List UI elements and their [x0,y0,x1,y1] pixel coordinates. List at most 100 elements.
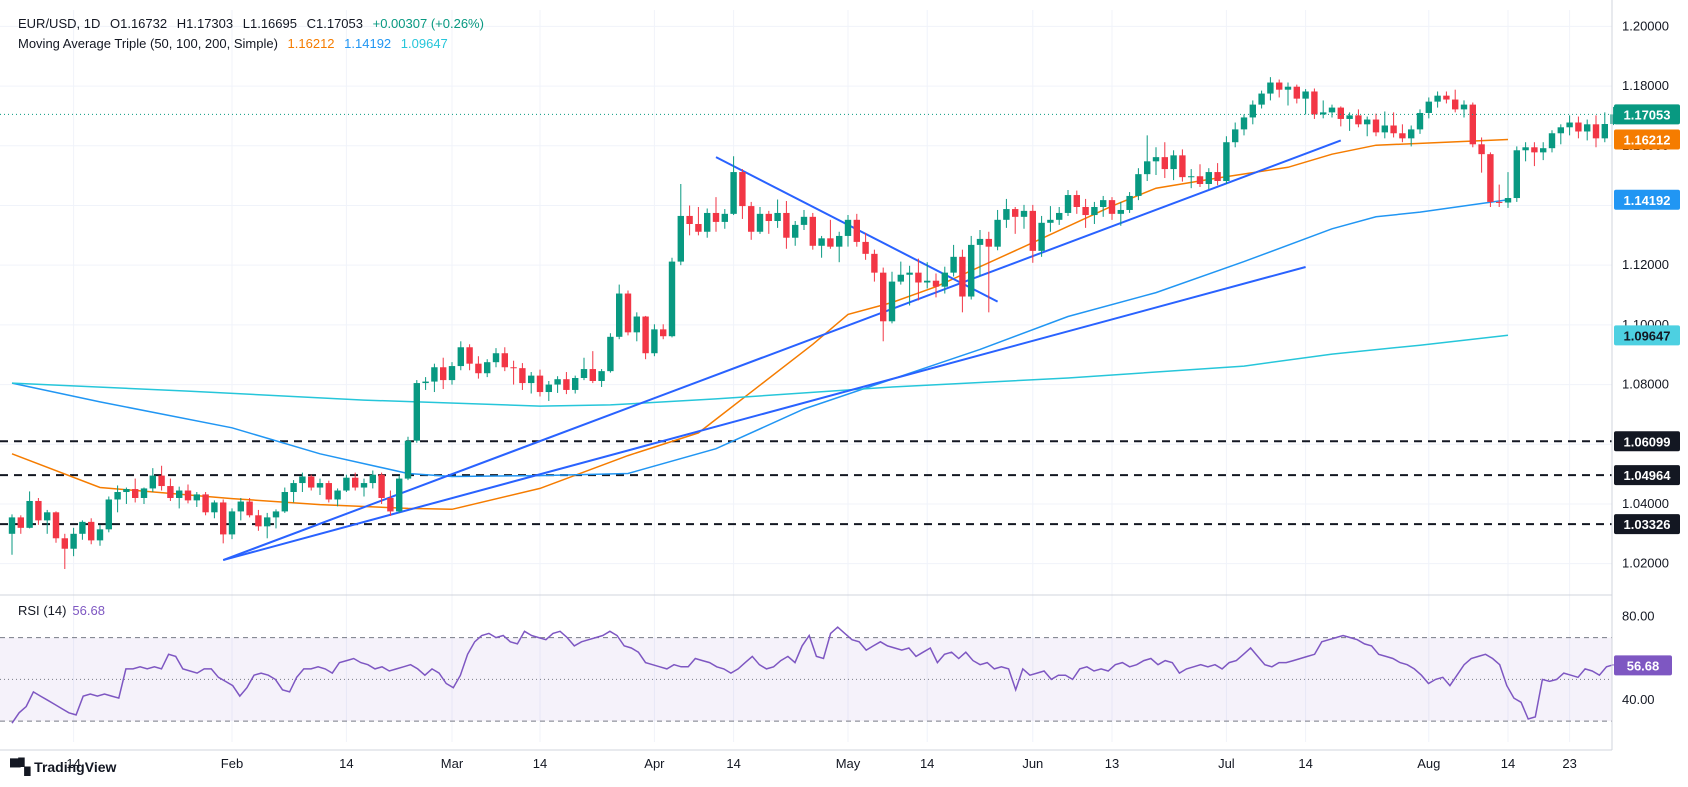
y-tick-label: 1.08000 [1622,377,1669,392]
candle-body [1161,157,1168,170]
price-label-bg [1614,189,1680,210]
candle-body [1452,99,1459,110]
candle-body [616,293,623,337]
candle-body [52,512,60,539]
candle-body [1381,125,1388,133]
candle-body [572,378,579,390]
x-tick-label: 13 [1105,756,1119,771]
candle-body [1293,86,1300,99]
candle-body [1284,86,1292,90]
candle-body [1531,147,1538,153]
candle-body [1540,148,1547,153]
candle-body [836,235,843,247]
candle-body [853,219,860,242]
x-tick-label: 14 [66,756,80,771]
ma-legend: Moving Average Triple (50, 100, 200, Sim… [18,36,454,51]
candle-body [950,256,957,273]
candle-body [730,172,737,214]
rsi-band [0,637,1612,722]
ohlc-low: L1.16695 [242,16,297,31]
candle-body [1082,206,1089,216]
candle-body [1478,144,1485,155]
candle-body [79,521,86,534]
candle-body [1214,172,1221,182]
candle-body [228,511,236,535]
candle-body [1240,117,1248,130]
candle-body [1100,200,1107,207]
price-labels: 1.17053 1.16212 1.14192 1.09647 1.06099 1.049… [1614,104,1680,676]
price-label-bg [1614,514,1680,535]
candle-body [580,369,588,379]
trendline [222,266,1306,562]
candle-body [1258,93,1265,105]
candle-body [1425,101,1432,113]
ma50-value: 1.16212 [287,36,335,51]
candle-body [475,363,482,374]
candle-body [440,367,447,381]
candle-body [1012,209,1019,217]
candle-body [1372,119,1380,133]
candle-body [35,500,42,521]
price-label-bg [1614,431,1680,452]
candle-body [783,212,790,238]
y-tick-label: 1.04000 [1622,496,1669,511]
candle-body [1135,174,1142,196]
x-tick-label: Jun [1022,756,1043,771]
candle-body [739,172,746,207]
tradingview-logo[interactable]: ▀▚ TradingView [10,758,116,776]
candle-body [220,502,227,535]
price-label: 1.14192 [1624,193,1671,208]
candle-body [1144,161,1151,175]
candle-body [44,512,51,521]
candle-body [1557,127,1564,134]
candle-body [123,489,130,493]
candle-body [1320,112,1327,115]
candle-body [484,362,491,374]
candle-body [818,238,825,246]
candle-body [1267,82,1274,94]
candle-body [88,521,95,541]
candle-body [211,502,218,513]
candle-body [1108,200,1116,214]
candle-body [968,244,975,297]
trendline [222,139,1342,562]
candle-body [149,475,156,489]
candle-body [1152,157,1160,162]
x-tick-label: 14 [339,756,353,771]
symbol-legend: EUR/USD, 1D O1.16732 H1.17303 L1.16695 C… [18,16,490,31]
candle-body [96,529,104,541]
candle-body [1205,172,1212,185]
price-label: 1.06099 [1624,434,1671,449]
price-label-bg [1614,465,1680,486]
candle-body [880,272,887,322]
candle-body [387,497,394,512]
x-tick-label: 14 [533,756,547,771]
candle-body [598,371,605,381]
candle-body [1548,133,1556,149]
rsi-label: RSI (14) [18,603,67,618]
candle-body [1399,133,1406,139]
y-tick-label: 1.12000 [1622,257,1669,272]
candle-body [862,241,869,254]
candle-body [1416,112,1424,130]
ma-title: Moving Average Triple (50, 100, 200, Sim… [18,36,278,51]
candle-body [1434,95,1441,102]
x-tick-label: 14 [1298,756,1312,771]
candle-body [264,517,271,527]
price-label: 1.04964 [1624,468,1672,483]
x-tick-label: 14 [1501,756,1515,771]
candle-body [827,238,834,247]
candle-body [308,476,315,488]
candle-body [237,501,244,512]
candle-body [466,347,473,364]
candle-body [457,347,464,367]
ma-line [11,199,1509,478]
candle-body [712,212,720,222]
ma-line [11,334,1509,407]
price-label-bg [1614,129,1680,150]
price-label: 1.09647 [1624,328,1671,343]
candle-body [1170,155,1177,170]
candle-body [176,490,183,498]
candle-body [677,215,684,262]
